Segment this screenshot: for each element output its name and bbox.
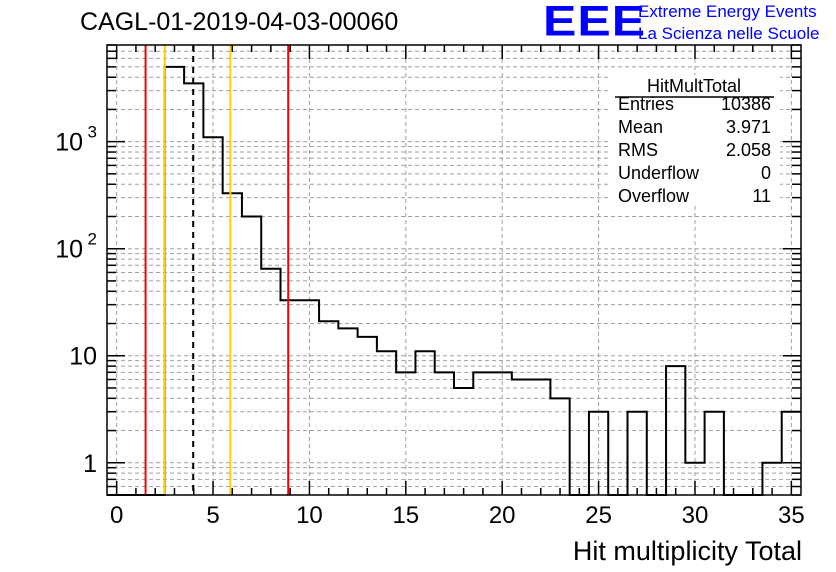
y-tick-label: 10	[69, 343, 97, 371]
stats-title: HitMultTotal	[647, 76, 741, 96]
plot-frame	[106, 44, 802, 496]
logo-subtitle-2: La Scienza nelle Scuole	[638, 24, 820, 43]
stats-row-label: Overflow	[618, 186, 690, 206]
x-tick-label: 5	[206, 502, 219, 529]
stats-row-label: Mean	[618, 117, 663, 137]
histogram-layer	[107, 65, 801, 496]
chart-title: CAGL-01-2019-04-03-00060	[80, 8, 399, 36]
histogram-bars	[107, 65, 801, 496]
stats-row-label: RMS	[618, 140, 658, 160]
stats-row-value: 11	[752, 186, 771, 206]
x-tick-label: 0	[110, 502, 123, 529]
x-axis-label: Hit multiplicity Total	[573, 536, 802, 566]
y-tick-label: 10	[55, 129, 83, 157]
stats-row-value: 3.971	[726, 117, 771, 137]
stats-box: HitMultTotal Entries 10386 Mean 3.971 RMS 2.0…	[610, 75, 780, 206]
stats-row-label: Entries	[618, 94, 674, 114]
y-tick-exponent: 3	[88, 123, 97, 142]
grid-layer	[107, 44, 801, 496]
stats-row-label: Underflow	[618, 163, 700, 183]
x-tick-label: 15	[392, 502, 419, 529]
y-tick-exponent: 2	[88, 230, 97, 249]
y-tick-label: 10	[55, 236, 83, 264]
stats-rows: Entries 10386 Mean 3.971 RMS 2.058 Underflow 0 O…	[618, 94, 771, 206]
eee-logo: EEE	[543, 0, 647, 46]
y-tick-label: 1	[83, 450, 97, 478]
stats-row-value: 2.058	[726, 140, 771, 160]
stats-row-value: 10386	[721, 94, 771, 114]
marker-lines-layer	[144, 45, 290, 495]
x-tick-label: 30	[682, 502, 709, 529]
x-tick-label: 25	[585, 502, 612, 529]
x-tick-label: 35	[778, 502, 805, 529]
stats-row-value: 0	[761, 163, 771, 183]
logo-subtitle-1: Extreme Energy Events	[638, 2, 817, 21]
x-tick-label: 10	[296, 502, 323, 529]
x-tick-label: 20	[489, 502, 516, 529]
